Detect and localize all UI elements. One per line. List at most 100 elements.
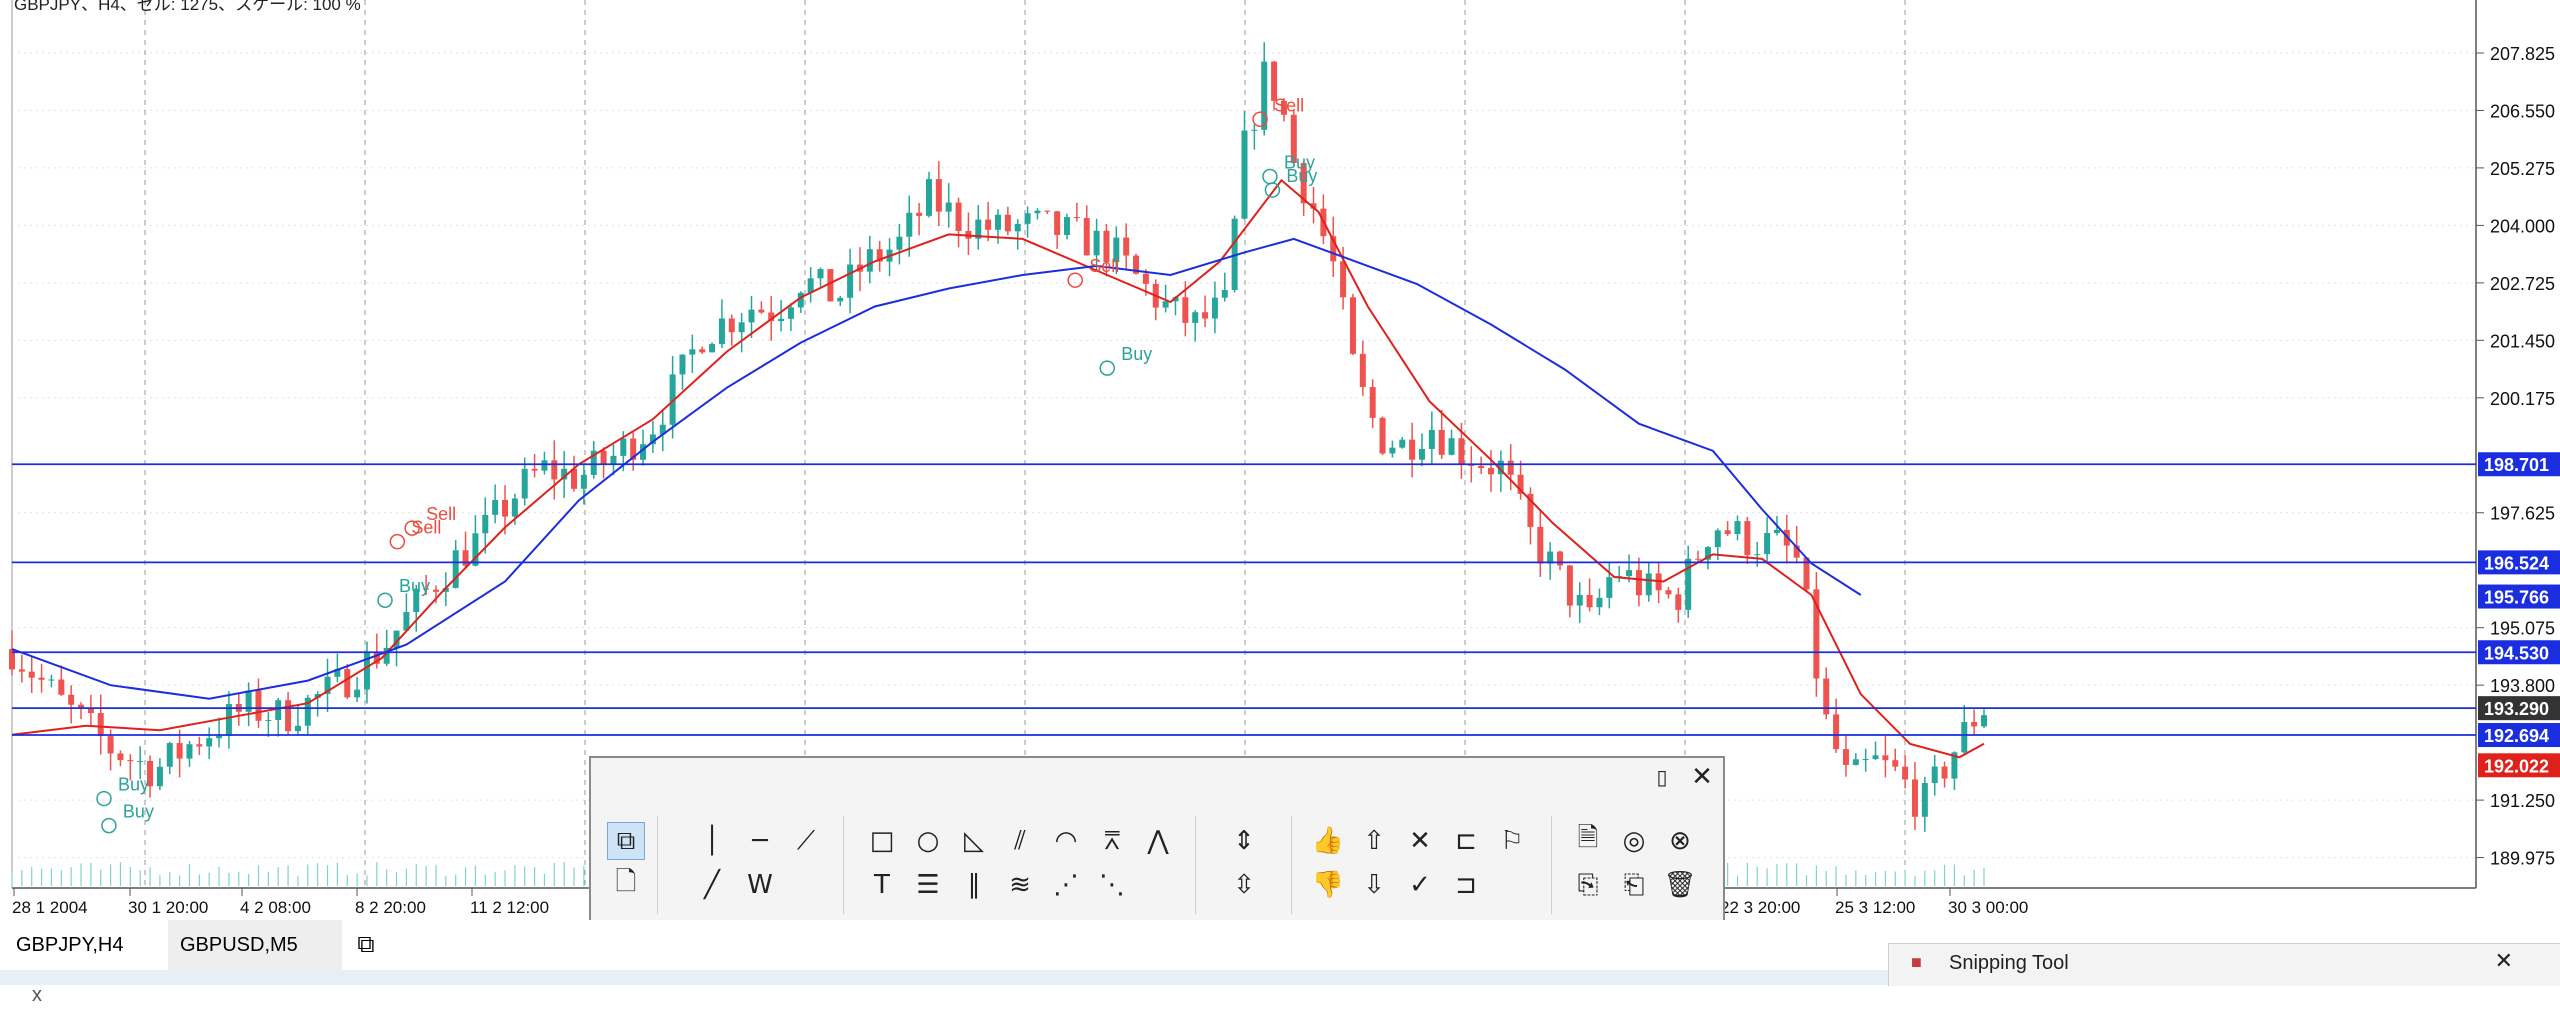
close-icon[interactable]: ✕ <box>1691 762 1713 792</box>
candle-body <box>1142 273 1149 284</box>
select-mode-icon[interactable]: ⧉ <box>607 822 645 860</box>
candle-body <box>334 669 341 677</box>
y-tick-label: 201.450 <box>2490 331 2555 351</box>
snip-close-icon[interactable]: ✕ <box>2494 948 2513 973</box>
candle-body <box>285 700 292 732</box>
gann-fan-icon[interactable]: ⫽ <box>1014 825 1026 856</box>
left-price-icon[interactable]: ⊏ <box>1455 826 1477 856</box>
ellipse-icon[interactable]: ○ <box>916 826 940 856</box>
candle-body <box>1359 353 1366 388</box>
object-list-icon[interactable]: 🗋 <box>615 867 637 897</box>
y-tick-label: 204.000 <box>2490 216 2555 236</box>
candle-body <box>1576 594 1583 606</box>
delete-target-icon[interactable]: ⊗ <box>1669 826 1691 856</box>
channel-icon[interactable]: ☰ <box>916 870 940 900</box>
vertical-line-icon[interactable]: │ <box>704 826 720 856</box>
candle-body <box>1064 217 1071 235</box>
candle-body <box>1734 521 1741 535</box>
tab-close-icon[interactable]: x <box>32 984 42 1006</box>
candle-body <box>1162 301 1169 308</box>
candle-body <box>1123 237 1130 256</box>
trend-line-icon[interactable]: ⟋ <box>796 825 816 856</box>
toolbar-titlebar[interactable]: ▯ ✕ <box>591 758 1723 794</box>
candle-body <box>1714 530 1721 548</box>
candle-body <box>571 468 578 489</box>
price-label-bg <box>2478 452 2560 477</box>
flag-icon[interactable]: ⚐ <box>1500 826 1524 856</box>
candle-body <box>797 292 804 308</box>
y-tick-label: 200.175 <box>2490 389 2555 409</box>
trash-icon[interactable]: 🗑 <box>1663 870 1697 900</box>
candle-body <box>1872 755 1879 760</box>
cross-icon[interactable]: ✕ <box>1409 826 1431 856</box>
y-tick-label: 195.075 <box>2490 619 2555 639</box>
arrow-up-icon[interactable]: ⇧ <box>1363 826 1385 856</box>
rectangle-icon[interactable]: □ <box>869 826 895 856</box>
check-icon[interactable]: ✓ <box>1409 870 1431 900</box>
price-label: 193.290 <box>2484 699 2549 719</box>
candle-body <box>1271 61 1278 101</box>
collapse-icon[interactable]: ⇳ <box>1233 870 1255 900</box>
cycle-lines-icon[interactable]: ∥ <box>967 870 981 900</box>
fibo-fan-icon[interactable]: ⩞ <box>1104 825 1120 856</box>
candle-body <box>1941 766 1948 779</box>
candle-body <box>580 474 587 489</box>
candle-body <box>1172 297 1179 302</box>
snipping-tool-window[interactable]: ■ Snipping Tool ✕ <box>1888 943 2560 986</box>
pitchfork-icon[interactable]: ⋀ <box>1147 826 1169 856</box>
candle-body <box>354 689 361 698</box>
y-tick-label: 189.975 <box>2490 849 2555 869</box>
y-tick-label: 193.800 <box>2490 676 2555 696</box>
template-icon[interactable]: 🗎 <box>1577 823 1599 853</box>
signal-marker <box>404 520 420 536</box>
tab-gbpusd[interactable]: GBPUSD,M5 <box>168 920 342 970</box>
signal-marker <box>389 533 406 550</box>
text-icon[interactable]: T <box>874 870 890 900</box>
candle-body <box>1931 766 1938 784</box>
pin-icon[interactable]: ▯ <box>1656 765 1668 789</box>
candle-body <box>669 374 676 425</box>
ma-slow-line <box>11 237 1862 700</box>
price-label: 195.766 <box>2484 588 2549 608</box>
triangle-icon[interactable]: ◺ <box>964 826 984 856</box>
y-tick-label: 207.825 <box>2490 44 2555 64</box>
andrews-icon[interactable]: ⋱ <box>1099 870 1125 900</box>
candle-body <box>1300 163 1307 204</box>
target-icon[interactable]: ◎ <box>1622 826 1646 856</box>
signal-label: Sell <box>426 504 456 524</box>
load-icon[interactable]: ⎗ <box>1623 869 1645 900</box>
ray-line-icon[interactable]: ╱ <box>704 870 720 900</box>
tab-gbpjpy[interactable]: GBPJPY,H4 x <box>4 920 164 1006</box>
horizontal-line-icon[interactable]: ─ <box>752 826 768 856</box>
candle-body <box>472 533 479 566</box>
thumbs-down-icon[interactable]: 👎 <box>1311 870 1345 900</box>
signal-marker <box>96 790 112 807</box>
candle-body <box>1911 779 1918 817</box>
new-window-icon[interactable]: ⧉ <box>357 931 375 958</box>
price-label: 194.530 <box>2484 643 2549 663</box>
candle-body <box>1596 597 1603 608</box>
candle-body <box>1685 558 1692 610</box>
signal-marker <box>1252 111 1268 128</box>
fibo-channel-icon[interactable]: ≋ <box>1009 870 1031 900</box>
candle-body <box>344 669 351 698</box>
candle-body <box>265 719 272 721</box>
price-label: 192.022 <box>2484 756 2549 776</box>
expand-icon[interactable]: ⇕ <box>1233 826 1255 856</box>
y-tick-label: 205.275 <box>2490 159 2555 179</box>
candles <box>9 42 1987 832</box>
candle-body <box>1507 460 1514 475</box>
candle-body <box>699 349 706 353</box>
wave-icon[interactable]: W <box>747 870 773 900</box>
candle-body <box>87 708 94 714</box>
right-price-icon[interactable]: ⊐ <box>1455 870 1477 900</box>
arrow-down-icon[interactable]: ⇩ <box>1363 870 1385 900</box>
price-label-bg <box>2478 723 2560 748</box>
candle-body <box>1083 218 1090 256</box>
candle-body <box>758 309 765 313</box>
save-icon[interactable]: ⎘ <box>1577 869 1599 900</box>
thumbs-up-icon[interactable]: 👍 <box>1311 826 1345 856</box>
fibo-expansion-icon[interactable]: ⋰ <box>1053 870 1079 900</box>
signal-label: Buy <box>118 775 149 795</box>
fibo-arc-icon[interactable]: ◠ <box>1054 826 1078 856</box>
